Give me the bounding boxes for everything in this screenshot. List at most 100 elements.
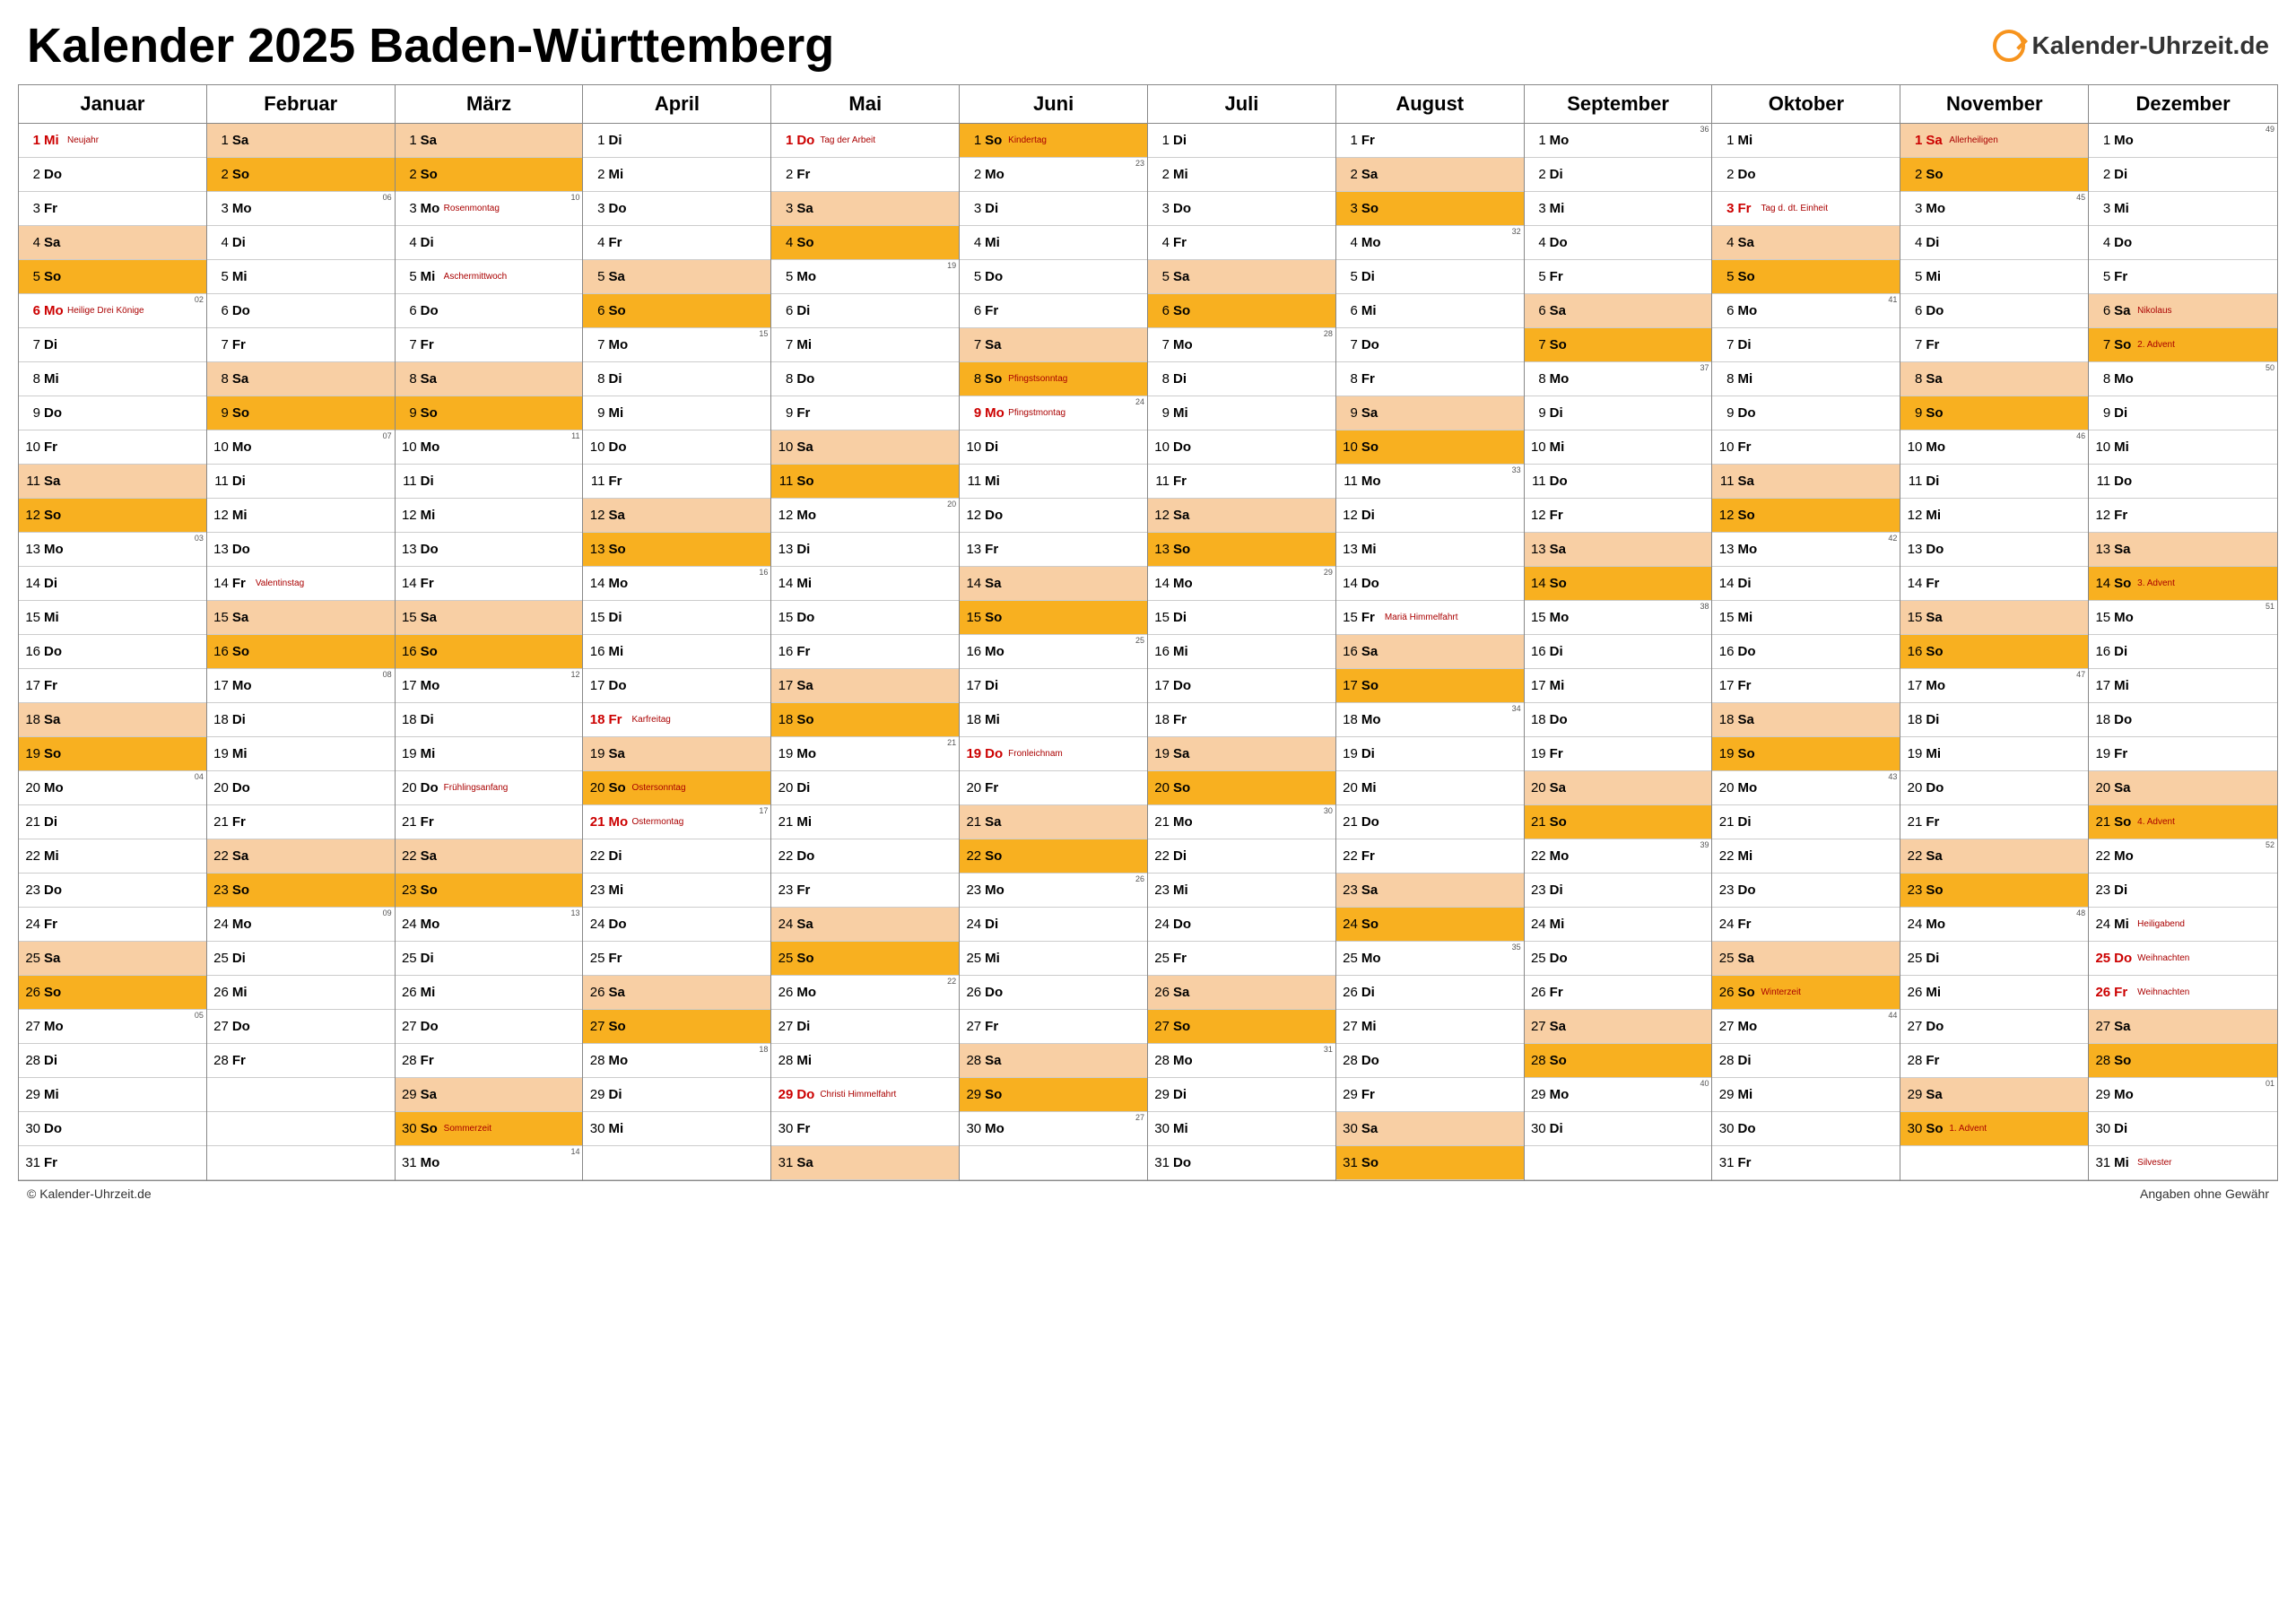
day-weekday: Fr bbox=[2112, 269, 2135, 284]
day-note: 4. Advent bbox=[2135, 817, 2274, 827]
month-header: März bbox=[396, 85, 583, 124]
day-cell: 15Sa bbox=[207, 601, 395, 635]
day-weekday: Sa bbox=[1735, 712, 1759, 727]
month-column: September1Mo362Di3Mi4Do5Fr6Sa7So8Mo379Di… bbox=[1525, 85, 1713, 1180]
day-weekday: Fr bbox=[1171, 712, 1195, 727]
day-cell: 20Di bbox=[771, 771, 959, 805]
day-weekday: Mo bbox=[1360, 712, 1383, 727]
day-number: 10 bbox=[399, 439, 419, 455]
day-cell: 30SoSommerzeit bbox=[396, 1112, 583, 1146]
day-number: 25 bbox=[1904, 951, 1924, 966]
day-number: 15 bbox=[775, 610, 795, 625]
day-weekday: Mo bbox=[419, 201, 442, 216]
day-weekday: Mi bbox=[1360, 303, 1383, 318]
day-weekday: Mo bbox=[606, 814, 630, 830]
day-number: 31 bbox=[22, 1155, 42, 1170]
day-cell: 19Sa bbox=[583, 737, 770, 771]
day-cell: 5So bbox=[1712, 260, 1900, 294]
day-number: 8 bbox=[211, 371, 230, 387]
day-number: 23 bbox=[1716, 882, 1735, 898]
day-note: Neujahr bbox=[65, 135, 203, 145]
week-number: 47 bbox=[2076, 670, 2085, 679]
day-weekday: Mi bbox=[419, 746, 442, 761]
day-number: 21 bbox=[1716, 814, 1735, 830]
day-number: 10 bbox=[1528, 439, 1548, 455]
day-number: 13 bbox=[1904, 542, 1924, 557]
day-number: 1 bbox=[963, 133, 983, 148]
day-number: 7 bbox=[1528, 337, 1548, 352]
day-number: 16 bbox=[587, 644, 606, 659]
day-weekday: Fr bbox=[1171, 474, 1195, 489]
day-cell: 20Do bbox=[207, 771, 395, 805]
day-number: 31 bbox=[399, 1155, 419, 1170]
day-number: 11 bbox=[1716, 474, 1735, 489]
month-header: Juli bbox=[1148, 85, 1335, 124]
day-number: 2 bbox=[22, 167, 42, 182]
week-number: 13 bbox=[570, 908, 579, 917]
day-number: 20 bbox=[1904, 780, 1924, 795]
day-cell: 5Di bbox=[1336, 260, 1524, 294]
day-weekday: Mi bbox=[42, 133, 65, 148]
day-number: 25 bbox=[1340, 951, 1360, 966]
day-number: 19 bbox=[1716, 746, 1735, 761]
month-header: Februar bbox=[207, 85, 395, 124]
day-number: 9 bbox=[22, 405, 42, 421]
month-header: Mai bbox=[771, 85, 959, 124]
day-cell: 13Fr bbox=[960, 533, 1147, 567]
day-number: 26 bbox=[1340, 985, 1360, 1000]
day-number: 12 bbox=[963, 508, 983, 523]
day-cell: 17Do bbox=[583, 669, 770, 703]
day-cell: 23Di bbox=[2089, 874, 2277, 908]
day-cell: 25Do bbox=[1525, 942, 1712, 976]
day-cell: 7So2. Advent bbox=[2089, 328, 2277, 362]
day-weekday: Di bbox=[1735, 337, 1759, 352]
day-number: 26 bbox=[1528, 985, 1548, 1000]
day-number: 12 bbox=[1716, 508, 1735, 523]
day-weekday: Fr bbox=[795, 644, 818, 659]
day-number: 14 bbox=[775, 576, 795, 591]
day-cell: 22Do bbox=[771, 839, 959, 874]
day-cell: 30Sa bbox=[1336, 1112, 1524, 1146]
day-cell: 3Sa bbox=[771, 192, 959, 226]
day-note: 1. Advent bbox=[1947, 1124, 2084, 1134]
day-weekday: Sa bbox=[2112, 303, 2135, 318]
day-weekday: Sa bbox=[983, 576, 1006, 591]
day-cell: 18Do bbox=[1525, 703, 1712, 737]
day-weekday: So bbox=[1735, 508, 1759, 523]
day-cell: 4Di bbox=[1900, 226, 2088, 260]
month-header: September bbox=[1525, 85, 1712, 124]
day-number: 28 bbox=[22, 1053, 42, 1068]
day-note: Aschermittwoch bbox=[442, 272, 579, 282]
day-number: 14 bbox=[1904, 576, 1924, 591]
day-cell: 15Mi bbox=[19, 601, 206, 635]
day-number: 21 bbox=[399, 814, 419, 830]
day-weekday: Mo bbox=[983, 405, 1006, 421]
day-number: 20 bbox=[1716, 780, 1735, 795]
day-weekday: So bbox=[1360, 201, 1383, 216]
day-number: 22 bbox=[775, 848, 795, 864]
day-cell: 11Fr bbox=[583, 465, 770, 499]
day-cell: 6So bbox=[1148, 294, 1335, 328]
day-cell: 7Fr bbox=[207, 328, 395, 362]
day-number: 30 bbox=[1716, 1121, 1735, 1136]
week-number: 35 bbox=[1512, 943, 1521, 952]
day-weekday: Mi bbox=[606, 644, 630, 659]
day-weekday: So bbox=[42, 985, 65, 1000]
day-cell: 18Di bbox=[207, 703, 395, 737]
day-note: Weihnachten bbox=[2135, 987, 2274, 997]
day-number: 17 bbox=[2092, 678, 2112, 693]
day-cell: 13Do bbox=[207, 533, 395, 567]
day-cell: 7So bbox=[1525, 328, 1712, 362]
day-number: 19 bbox=[775, 746, 795, 761]
week-number: 29 bbox=[1324, 568, 1333, 577]
day-cell: 16Di bbox=[2089, 635, 2277, 669]
day-number: 26 bbox=[211, 985, 230, 1000]
day-weekday: Sa bbox=[1360, 644, 1383, 659]
day-cell: 16So bbox=[396, 635, 583, 669]
day-weekday: Mi bbox=[1924, 508, 1947, 523]
day-number: 11 bbox=[22, 474, 42, 489]
day-cell: 31Do bbox=[1148, 1146, 1335, 1180]
day-weekday: Mi bbox=[1171, 1121, 1195, 1136]
day-number: 14 bbox=[587, 576, 606, 591]
day-weekday: Mi bbox=[1735, 848, 1759, 864]
